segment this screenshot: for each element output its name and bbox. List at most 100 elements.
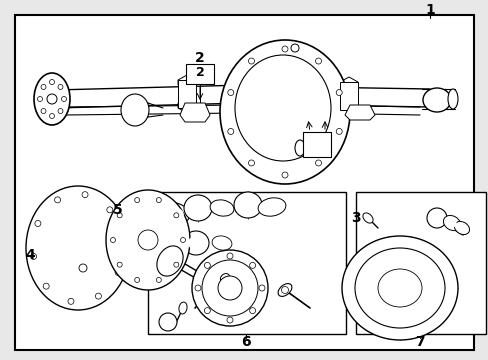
Ellipse shape bbox=[212, 236, 231, 250]
Ellipse shape bbox=[457, 224, 465, 231]
Text: 6: 6 bbox=[241, 335, 250, 349]
Circle shape bbox=[173, 262, 179, 267]
Circle shape bbox=[218, 276, 242, 300]
Circle shape bbox=[117, 213, 122, 218]
Ellipse shape bbox=[34, 73, 70, 125]
Ellipse shape bbox=[167, 229, 177, 238]
Bar bbox=[303, 132, 330, 157]
Circle shape bbox=[204, 308, 210, 314]
Ellipse shape bbox=[294, 140, 305, 156]
Circle shape bbox=[55, 197, 61, 203]
Circle shape bbox=[35, 220, 41, 226]
Ellipse shape bbox=[210, 200, 233, 216]
Polygon shape bbox=[180, 103, 209, 122]
Ellipse shape bbox=[443, 215, 460, 230]
Circle shape bbox=[43, 283, 49, 289]
Circle shape bbox=[134, 278, 140, 283]
Circle shape bbox=[227, 129, 233, 135]
Circle shape bbox=[227, 90, 233, 95]
Circle shape bbox=[82, 192, 88, 198]
Bar bbox=[148, 192, 346, 334]
Ellipse shape bbox=[163, 225, 181, 241]
Circle shape bbox=[259, 285, 264, 291]
Circle shape bbox=[315, 160, 321, 166]
Ellipse shape bbox=[447, 219, 456, 227]
Circle shape bbox=[248, 160, 254, 166]
Circle shape bbox=[226, 253, 232, 259]
Circle shape bbox=[134, 198, 140, 203]
Ellipse shape bbox=[217, 239, 226, 247]
Ellipse shape bbox=[453, 221, 468, 235]
Circle shape bbox=[249, 308, 255, 314]
Text: 5: 5 bbox=[113, 203, 122, 217]
Polygon shape bbox=[339, 105, 357, 115]
Text: 2: 2 bbox=[195, 51, 204, 65]
Ellipse shape bbox=[179, 302, 187, 314]
Circle shape bbox=[110, 238, 115, 243]
Circle shape bbox=[47, 94, 57, 104]
Circle shape bbox=[68, 298, 74, 304]
Text: 1: 1 bbox=[424, 3, 434, 17]
Ellipse shape bbox=[183, 195, 212, 221]
Circle shape bbox=[180, 238, 185, 243]
Ellipse shape bbox=[121, 94, 149, 126]
Ellipse shape bbox=[34, 195, 122, 301]
Circle shape bbox=[41, 85, 46, 90]
Ellipse shape bbox=[264, 202, 279, 212]
Bar bbox=[185, 64, 214, 84]
Ellipse shape bbox=[183, 231, 208, 255]
Ellipse shape bbox=[447, 89, 457, 109]
Circle shape bbox=[282, 172, 287, 178]
Ellipse shape bbox=[26, 186, 130, 310]
Ellipse shape bbox=[235, 55, 330, 161]
Circle shape bbox=[95, 293, 101, 299]
Bar bbox=[339, 82, 357, 110]
Circle shape bbox=[138, 230, 158, 250]
Ellipse shape bbox=[426, 208, 446, 228]
Circle shape bbox=[41, 108, 46, 113]
Ellipse shape bbox=[354, 248, 444, 328]
Circle shape bbox=[30, 253, 37, 260]
Circle shape bbox=[115, 270, 121, 275]
Circle shape bbox=[159, 313, 177, 331]
Polygon shape bbox=[178, 103, 196, 113]
Circle shape bbox=[282, 46, 287, 52]
Circle shape bbox=[58, 85, 63, 90]
Bar bbox=[178, 80, 196, 108]
Ellipse shape bbox=[229, 50, 339, 174]
Circle shape bbox=[195, 285, 201, 291]
Circle shape bbox=[79, 264, 87, 272]
Text: 4: 4 bbox=[25, 248, 35, 262]
Ellipse shape bbox=[341, 236, 457, 340]
Text: 2: 2 bbox=[195, 66, 204, 78]
Circle shape bbox=[315, 58, 321, 64]
Ellipse shape bbox=[240, 197, 256, 213]
Circle shape bbox=[156, 278, 161, 283]
Circle shape bbox=[226, 317, 232, 323]
Ellipse shape bbox=[362, 213, 372, 223]
Ellipse shape bbox=[106, 190, 190, 290]
Circle shape bbox=[117, 262, 122, 267]
Polygon shape bbox=[339, 77, 357, 87]
Ellipse shape bbox=[220, 40, 349, 184]
Circle shape bbox=[156, 198, 161, 203]
Circle shape bbox=[336, 90, 342, 95]
Circle shape bbox=[173, 213, 179, 218]
Circle shape bbox=[61, 96, 66, 102]
Ellipse shape bbox=[258, 198, 285, 216]
Bar bbox=[355, 192, 485, 334]
Circle shape bbox=[249, 262, 255, 268]
Text: 7: 7 bbox=[414, 335, 424, 349]
Circle shape bbox=[336, 129, 342, 135]
Circle shape bbox=[192, 250, 267, 326]
Circle shape bbox=[49, 113, 54, 118]
Circle shape bbox=[49, 80, 54, 85]
Ellipse shape bbox=[422, 88, 450, 112]
Ellipse shape bbox=[187, 236, 203, 250]
Circle shape bbox=[281, 287, 288, 293]
Ellipse shape bbox=[157, 246, 183, 276]
Polygon shape bbox=[178, 75, 196, 85]
Ellipse shape bbox=[190, 200, 205, 216]
Ellipse shape bbox=[160, 203, 189, 224]
Circle shape bbox=[106, 207, 113, 213]
